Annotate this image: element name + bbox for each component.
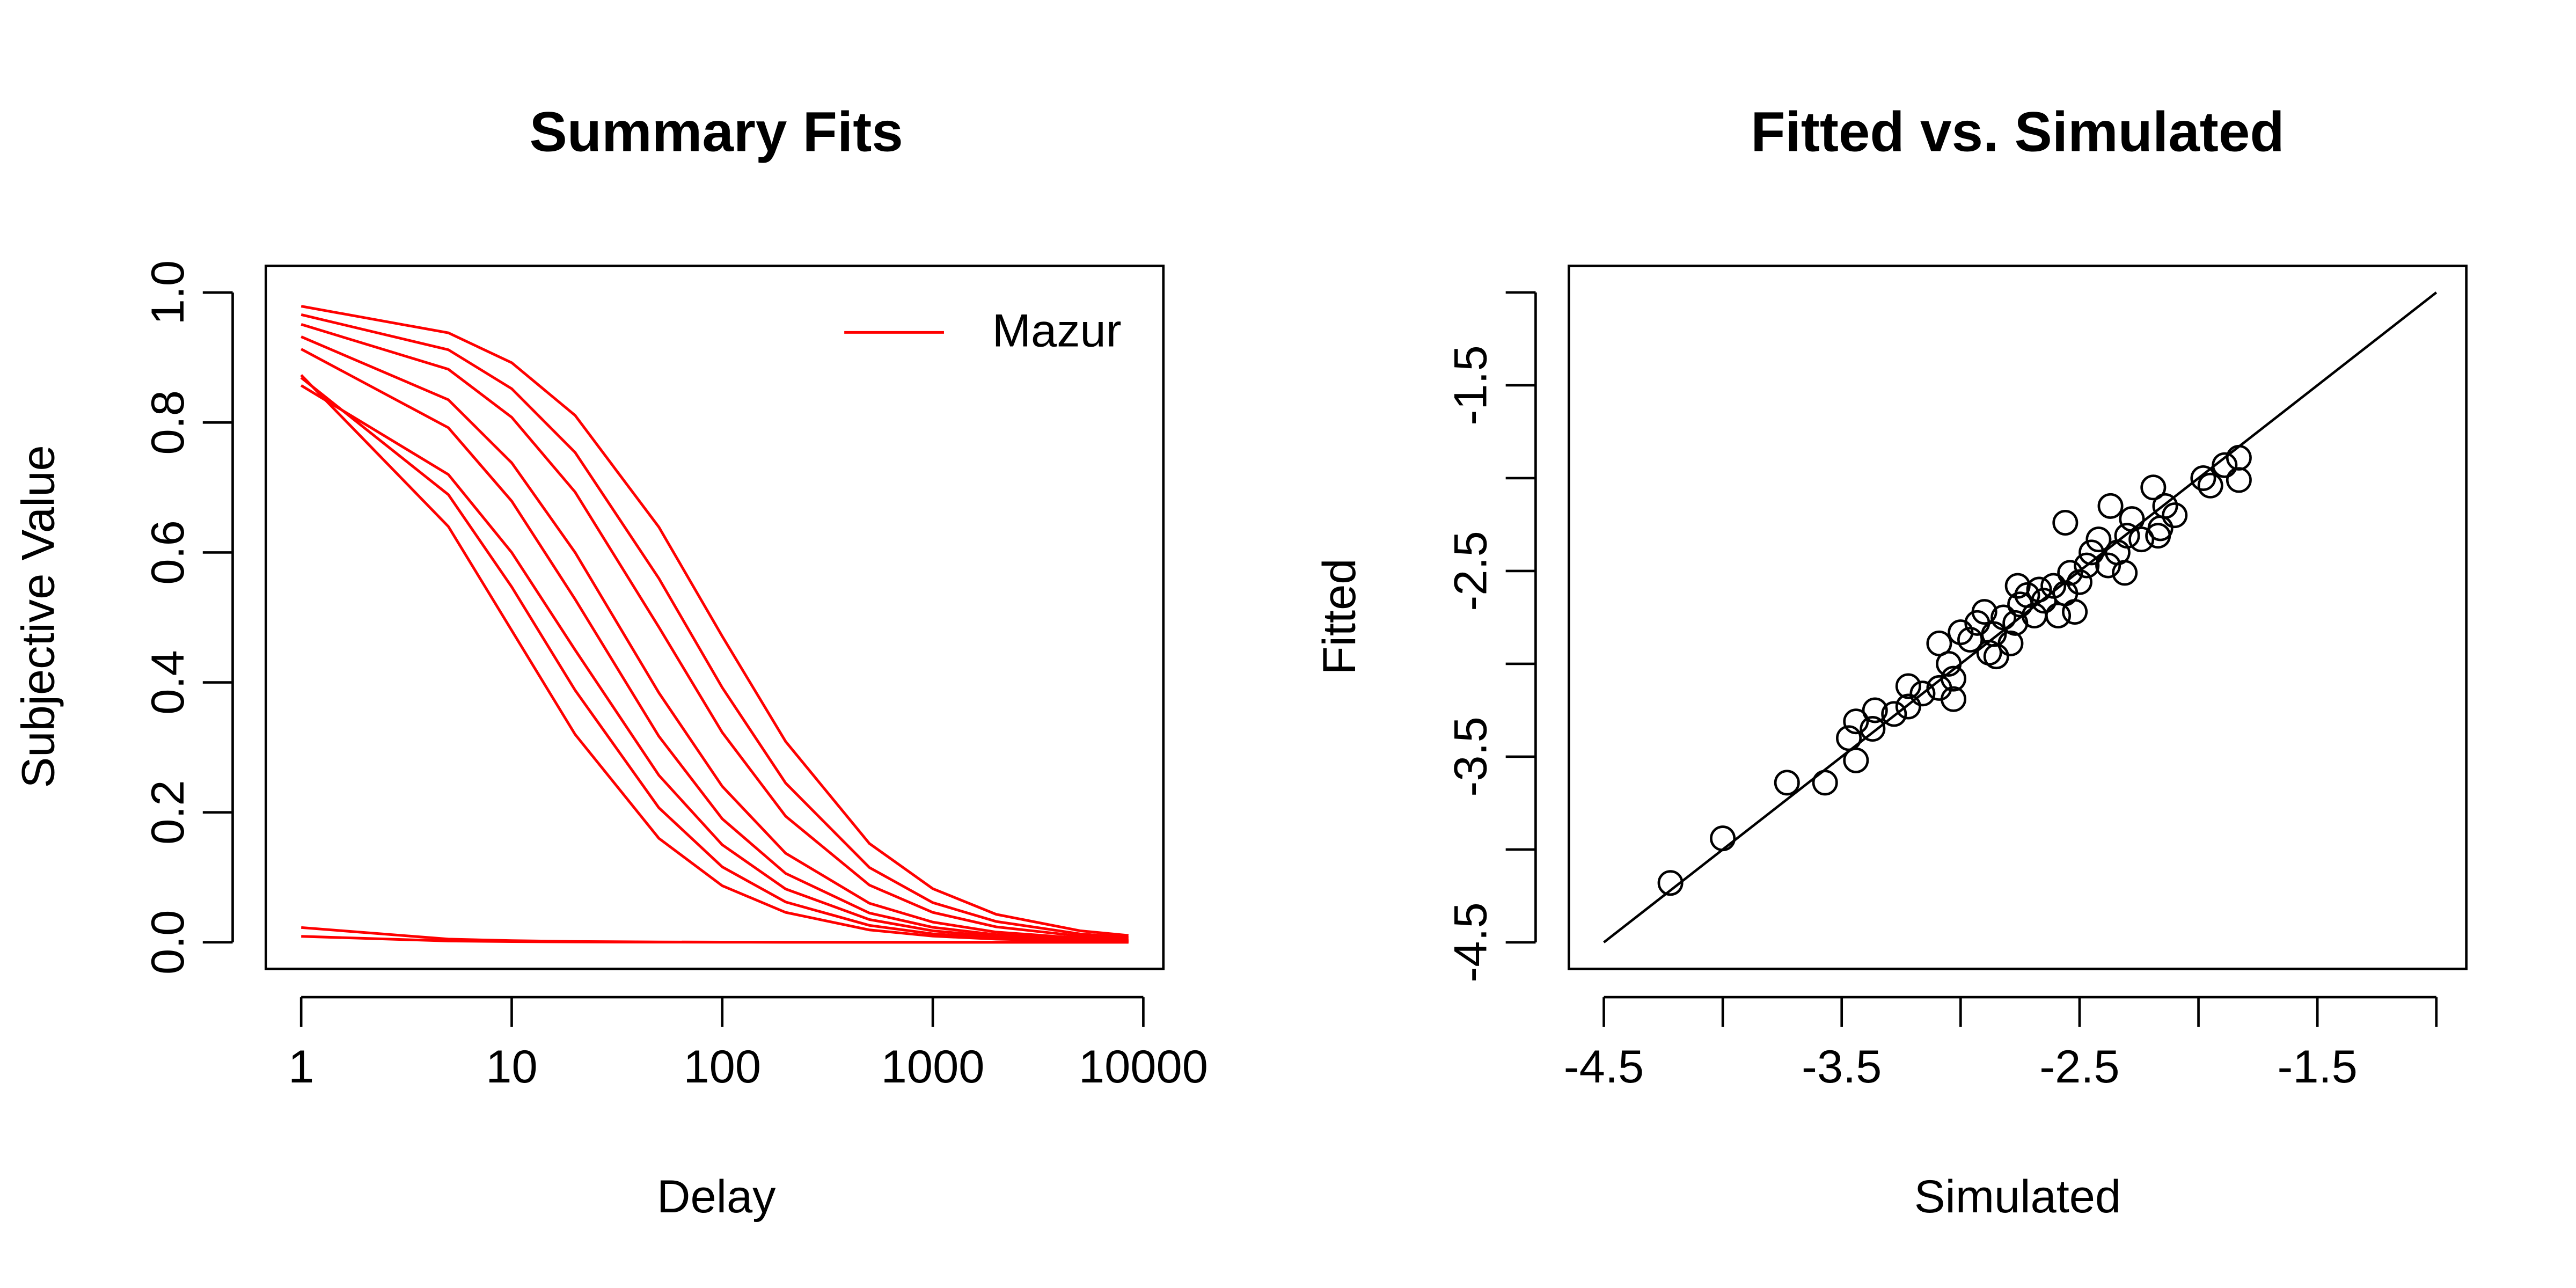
scatter-point [1710, 825, 1736, 852]
x-axis-label: Simulated [1914, 1171, 2121, 1223]
y-tick-label: -3.5 [1445, 716, 1497, 796]
scatter-point [2226, 467, 2252, 493]
scatter-point [2112, 560, 2138, 586]
scatter-point [2074, 552, 2100, 579]
series-line [301, 323, 1129, 940]
scatter-point [2114, 523, 2140, 549]
scatter-point [2197, 472, 2223, 499]
scatter-point [2085, 526, 2112, 553]
scatter-point [2079, 539, 2105, 566]
chart-title: Fitted vs. Simulated [1751, 101, 2285, 164]
scatter-point [1881, 701, 1907, 727]
x-tick-label: 10000 [1079, 1041, 1208, 1093]
y-axis-label: Fitted [1314, 558, 1365, 675]
x-axis-label: Delay [657, 1171, 776, 1223]
y-tick-label: 0.4 [142, 650, 194, 715]
y-tick-label: 1.0 [142, 260, 194, 325]
scatter-point [2066, 569, 2092, 595]
x-tick-label: 10 [486, 1041, 537, 1093]
x-tick-label: -4.5 [1564, 1041, 1644, 1093]
scatter-point [2057, 560, 2083, 586]
series-line [301, 335, 1129, 941]
scatter-point [1926, 630, 1952, 656]
series-line [300, 374, 1129, 943]
x-tick-label: 1000 [881, 1041, 985, 1093]
scatter-point [1909, 680, 1936, 707]
scatter-point [2026, 576, 2052, 603]
scatter-point [2119, 506, 2145, 532]
scatter-point [2097, 493, 2124, 519]
series-line [301, 935, 1129, 944]
y-tick-label: 0.0 [142, 910, 194, 975]
y-tick-label: 0.8 [142, 390, 194, 455]
x-tick-label: -3.5 [1802, 1041, 1882, 1093]
scatter-point [1997, 630, 2024, 656]
scatter-point [1941, 665, 1967, 692]
y-tick-label: -2.5 [1445, 531, 1497, 611]
series-line [301, 348, 1129, 942]
series-line [300, 384, 1129, 942]
scatter-point [1895, 673, 1921, 699]
scatter-point [1774, 770, 1800, 796]
x-tick-label: 100 [683, 1041, 761, 1093]
plot-frame [265, 265, 1165, 970]
series-line [301, 313, 1129, 939]
plot-frame [1568, 265, 2468, 970]
x-tick-label: -2.5 [2039, 1041, 2119, 1093]
scatter-point [1812, 770, 1838, 796]
scatter-point [2128, 526, 2155, 553]
scatter-point [2095, 552, 2121, 579]
scatter-point [2190, 465, 2216, 491]
scatter-point [2140, 474, 2167, 501]
y-tick-label: 0.2 [142, 780, 194, 845]
y-tick-label: -4.5 [1445, 902, 1497, 982]
scatter-point [1990, 604, 2017, 631]
scatter-point [1836, 725, 1862, 751]
y-tick-label: -1.5 [1445, 345, 1497, 425]
y-axis-label: Subjective Value [12, 445, 64, 788]
scatter-point [1860, 716, 1886, 742]
scatter-point [1843, 708, 1869, 735]
scatter-point [1895, 693, 1921, 720]
scatter-point [1657, 870, 1684, 896]
reference-line [1603, 291, 2438, 943]
scatter-point [2147, 515, 2174, 541]
scatter-point [2062, 599, 2088, 625]
scatter-point [1957, 626, 1984, 653]
scatter-point [1936, 650, 1962, 677]
chart-title: Summary Fits [530, 101, 903, 164]
legend-label: Mazur [992, 305, 1122, 356]
y-tick-label: 0.6 [142, 520, 194, 585]
scatter-point [1971, 599, 1997, 625]
x-tick-label: -1.5 [2277, 1041, 2357, 1093]
scatter-point [2162, 502, 2188, 529]
scatter-point [1862, 697, 1888, 723]
x-tick-label: 1 [288, 1041, 314, 1093]
scatter-point [2212, 452, 2238, 478]
series-line [301, 305, 1129, 937]
scatter-point [2052, 509, 2079, 536]
scatter-point [1941, 686, 1967, 712]
